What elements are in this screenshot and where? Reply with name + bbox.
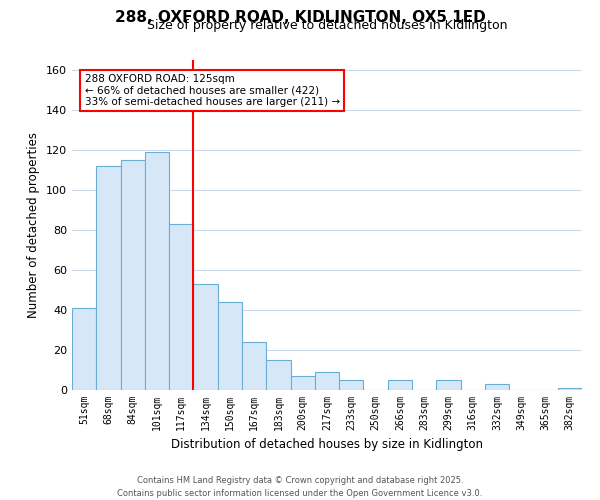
Text: Contains HM Land Registry data © Crown copyright and database right 2025.
Contai: Contains HM Land Registry data © Crown c… (118, 476, 482, 498)
Bar (266, 360, 290, 390)
Text: 288 OXFORD ROAD: 125sqm
← 66% of detached houses are smaller (422)
33% of semi-d: 288 OXFORD ROAD: 125sqm ← 66% of detache… (85, 74, 340, 107)
Bar (436, 380, 461, 390)
Title: Size of property relative to detached houses in Kidlington: Size of property relative to detached ho… (147, 20, 507, 32)
Bar (169, 224, 193, 390)
Bar (339, 380, 364, 390)
Bar (558, 388, 582, 390)
Bar (315, 372, 339, 390)
Bar (290, 376, 315, 390)
Bar (242, 342, 266, 390)
Bar (193, 284, 218, 390)
Bar (72, 308, 96, 390)
Bar (121, 160, 145, 390)
Bar (96, 166, 121, 390)
Bar (485, 384, 509, 390)
Text: 288, OXFORD ROAD, KIDLINGTON, OX5 1ED: 288, OXFORD ROAD, KIDLINGTON, OX5 1ED (115, 10, 485, 25)
Y-axis label: Number of detached properties: Number of detached properties (28, 132, 40, 318)
X-axis label: Distribution of detached houses by size in Kidlington: Distribution of detached houses by size … (171, 438, 483, 452)
Bar (145, 152, 169, 390)
Bar (388, 380, 412, 390)
Bar (218, 302, 242, 390)
